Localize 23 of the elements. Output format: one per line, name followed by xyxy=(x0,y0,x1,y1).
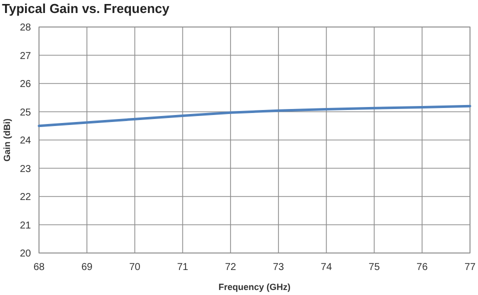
line-series xyxy=(38,104,472,128)
x-tick-label: 72 xyxy=(224,262,237,273)
x-tick-label: 69 xyxy=(81,262,93,273)
x-tick-label: 68 xyxy=(33,262,45,273)
x-tick-label: 75 xyxy=(368,262,380,273)
x-tick-label: 73 xyxy=(272,262,284,273)
y-tick-label: 22 xyxy=(20,192,32,203)
y-tick-label: 21 xyxy=(20,220,32,232)
y-tick-label: 28 xyxy=(20,22,32,34)
y-tick-label: 27 xyxy=(20,50,32,62)
x-tick-label: 76 xyxy=(416,262,428,273)
y-tick-label: 24 xyxy=(20,136,32,146)
x-tick-label: 71 xyxy=(177,262,189,273)
y-tick-label: 23 xyxy=(20,164,32,175)
y-tick-label: 20 xyxy=(20,248,32,260)
x-axis-title: Frequency (GHz) xyxy=(218,282,291,292)
y-tick-label: 25 xyxy=(20,107,32,118)
y-axis-title: Gain (dBi) xyxy=(2,118,12,162)
x-tick-label: 77 xyxy=(464,262,476,273)
chart-title: Typical Gain vs. Frequency xyxy=(2,1,170,16)
x-tick-label: 74 xyxy=(320,262,332,273)
y-tick-label: 26 xyxy=(20,79,32,90)
x-tick-label: 70 xyxy=(129,262,141,273)
